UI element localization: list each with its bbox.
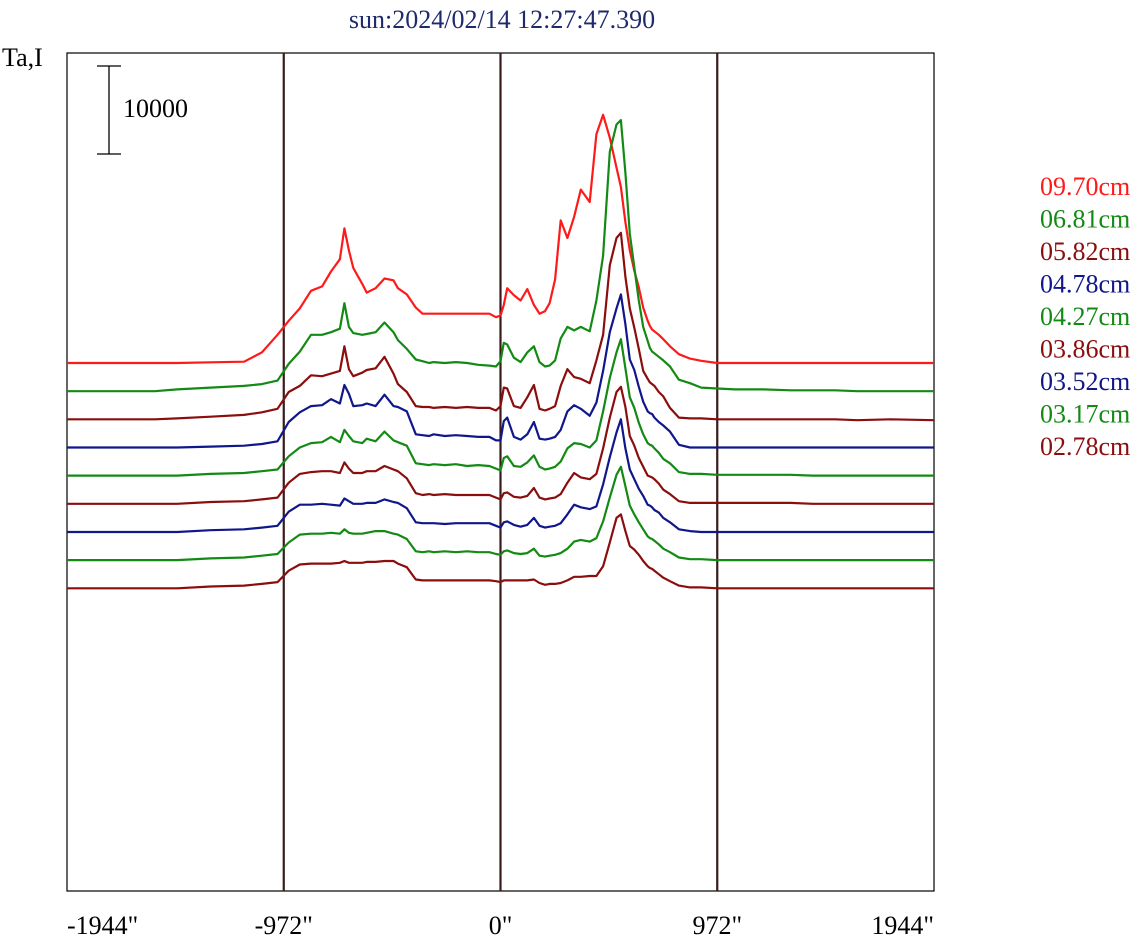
- x-tick-label-2: 0": [489, 911, 513, 940]
- series-line-7: [67, 465, 934, 562]
- series-line-3: [67, 293, 934, 449]
- series-line-5: [67, 385, 934, 505]
- legend: 09.70cm 06.81cm 05.82cm 04.78cm 04.27cm 03.86…: [1040, 172, 1130, 461]
- legend-entry-2: 05.82cm: [1040, 237, 1130, 266]
- legend-entry-0: 09.70cm: [1040, 172, 1130, 201]
- scale-bar-label: 10000: [123, 94, 188, 123]
- series-line-8: [67, 513, 934, 590]
- legend-entry-6: 03.52cm: [1040, 367, 1130, 396]
- x-tick-label-0: -1944": [67, 911, 138, 940]
- series-line-4: [67, 338, 934, 477]
- x-tick-label-1: -972": [255, 911, 313, 940]
- legend-entry-3: 04.78cm: [1040, 270, 1130, 299]
- x-tick-labels: -1944" -972" 0" 972" 1944": [67, 911, 934, 940]
- legend-entry-1: 06.81cm: [1040, 205, 1130, 234]
- legend-entry-5: 03.86cm: [1040, 335, 1130, 364]
- legend-entry-8: 02.78cm: [1040, 432, 1130, 461]
- series-group: [67, 113, 935, 590]
- series-line-6: [67, 418, 934, 534]
- x-tick-label-3: 972": [692, 911, 742, 940]
- x-tick-label-4: 1944": [871, 911, 934, 940]
- series-line-2: [67, 231, 935, 422]
- legend-entry-7: 03.17cm: [1040, 400, 1130, 429]
- y-axis-label: Ta,I: [2, 43, 43, 72]
- legend-entry-4: 04.27cm: [1040, 302, 1130, 331]
- reference-lines: [282, 53, 719, 891]
- series-line-0: [67, 113, 934, 365]
- chart-title: sun:2024/02/14 12:27:47.390: [349, 5, 655, 34]
- scale-bar: 10000: [97, 65, 188, 155]
- series-line-1: [67, 118, 934, 393]
